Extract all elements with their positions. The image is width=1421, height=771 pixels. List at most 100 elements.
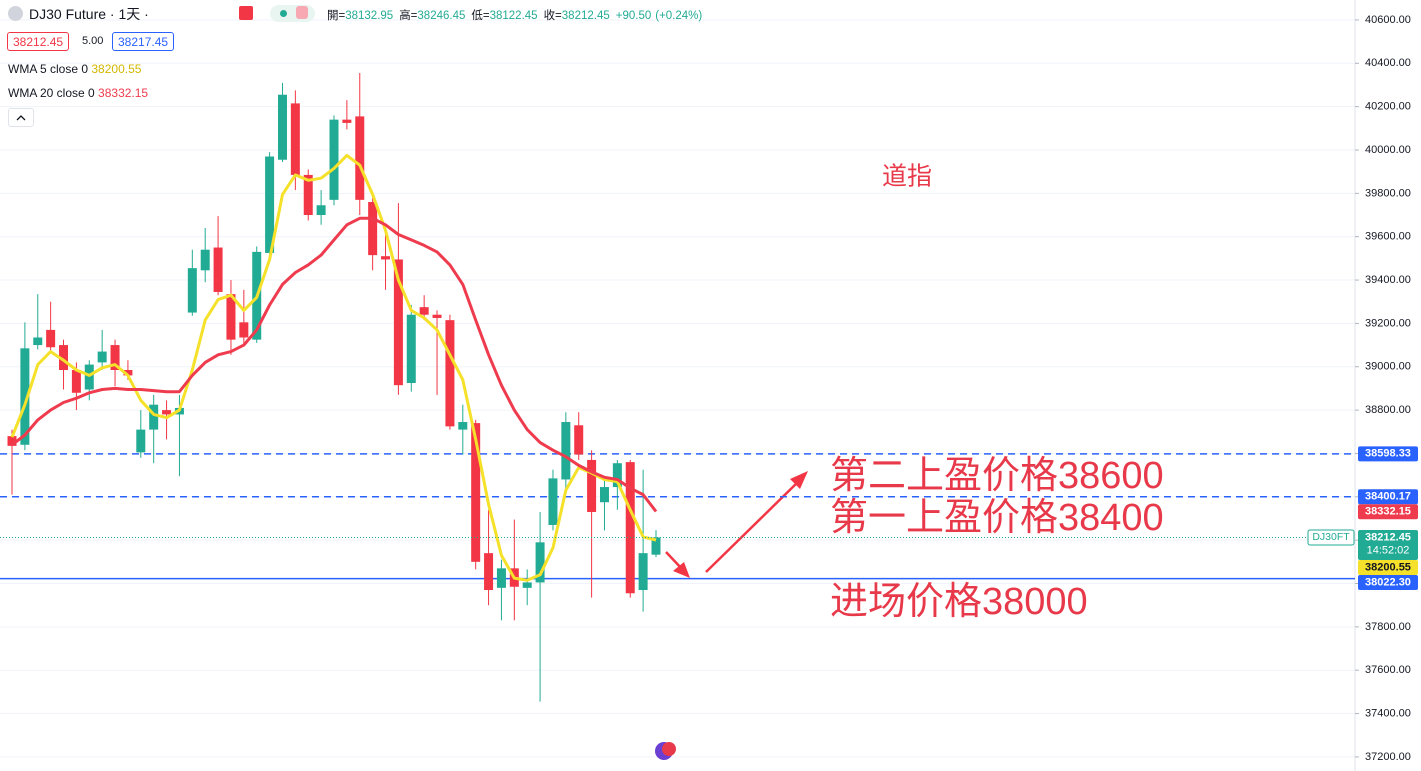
- ohlc-value: 38122.45: [489, 10, 538, 22]
- chevron: [16, 115, 26, 121]
- price-badge-label: 38200.55: [1365, 561, 1411, 573]
- candle-body: [638, 553, 648, 591]
- price-badge: [1358, 489, 1418, 505]
- y-tick-label: 39200.00: [1365, 317, 1411, 329]
- candle-body: [625, 462, 635, 594]
- bottom-icon: [655, 742, 676, 760]
- candle-body: [303, 174, 313, 216]
- candle-body: [187, 268, 197, 313]
- candle-body: [574, 425, 584, 455]
- candle-body: [290, 103, 300, 175]
- candle-body: [162, 410, 172, 415]
- y-tick-label: 39800.00: [1365, 187, 1411, 199]
- candle-body: [7, 436, 17, 446]
- price-badge-label: 38332.15: [1365, 506, 1411, 518]
- alert-icon[interactable]: [239, 6, 253, 20]
- ohlc-value: 38212.45: [561, 10, 610, 22]
- price-badge-label: 38400.17: [1365, 491, 1411, 503]
- candle-body: [368, 202, 378, 256]
- candle-body: [33, 337, 43, 346]
- candle-body: [393, 259, 403, 386]
- annotation: 道指: [882, 163, 932, 191]
- candle-body: [381, 256, 391, 260]
- grid: [0, 19, 1355, 758]
- candle-body: [213, 247, 223, 292]
- icon-flag: [662, 742, 676, 756]
- candle-body: [97, 351, 107, 363]
- price-badge: [1358, 574, 1418, 590]
- symbol-tag: DJ30FT: [1312, 531, 1350, 543]
- candle-body: [406, 314, 416, 384]
- y-tick-label: 40600.00: [1365, 14, 1411, 26]
- candle-body: [329, 119, 339, 200]
- candle-body: [84, 364, 94, 390]
- y-tick-label: 37800.00: [1365, 621, 1411, 633]
- candle-body: [342, 119, 352, 123]
- candle-body: [200, 249, 210, 271]
- candle-body: [355, 116, 365, 200]
- ohlc-value: 38132.95: [345, 10, 394, 22]
- y-tick-label: 40000.00: [1365, 144, 1411, 156]
- y-tick-label: 39400.00: [1365, 274, 1411, 286]
- price-badge: [1358, 529, 1418, 560]
- price-badge-label: 38212.45: [1365, 531, 1411, 543]
- y-tick-label: 39600.00: [1365, 231, 1411, 243]
- candle-body: [548, 478, 558, 525]
- price-badge: [1358, 446, 1418, 462]
- ohlc-legend: 開=38132.95 高=38246.45 低=38122.45 收=38212.45…: [327, 7, 708, 23]
- candle-body: [123, 370, 133, 376]
- candle-body: [484, 553, 494, 591]
- symbol-tag-bg: [1307, 529, 1355, 546]
- status-dot: [280, 10, 287, 17]
- symbol-title[interactable]: DJ30 Future · 1天 ·: [29, 6, 149, 22]
- indicator-line: [10, 153, 657, 582]
- candle-body: [651, 537, 661, 555]
- candle-body: [432, 314, 442, 318]
- candle-body: [458, 422, 468, 430]
- arrows: [665, 471, 808, 578]
- price-axis-panel: [1355, 0, 1421, 771]
- indicator-name: WMA 5 close 0: [8, 62, 89, 76]
- candle-body: [20, 348, 30, 445]
- candle-body: [59, 345, 69, 371]
- candle-body: [561, 422, 571, 480]
- arrow-line: [705, 479, 801, 573]
- collapse-button[interactable]: [8, 108, 34, 127]
- candle-body: [277, 94, 287, 160]
- price-badge: [1358, 559, 1418, 575]
- candle-body: [110, 345, 120, 371]
- candle-body: [419, 307, 429, 315]
- bid-box[interactable]: 38212.45: [7, 32, 70, 51]
- candle-body: [71, 370, 81, 393]
- candle-body: [149, 404, 159, 430]
- indicator-line: [11, 216, 658, 513]
- price-badge-label: 14:52:02: [1367, 544, 1410, 556]
- candle-body: [136, 429, 146, 453]
- candle-body: [471, 423, 481, 562]
- ohlc-value: 38246.45: [417, 10, 466, 22]
- ohlc-label: 低=: [471, 10, 490, 22]
- candle-body: [535, 542, 545, 583]
- indicator-legend[interactable]: WMA 5 close 0 38200.55: [8, 62, 141, 76]
- candle-body: [46, 329, 56, 348]
- candle-body: [316, 205, 326, 216]
- y-tick-label: 39000.00: [1365, 361, 1411, 373]
- symbol-logo: [8, 6, 23, 21]
- ask-box[interactable]: 38217.45: [112, 32, 175, 51]
- annotation: 进场价格38000: [830, 581, 1088, 623]
- candle-body: [226, 294, 236, 340]
- y-tick-label: 40400.00: [1365, 57, 1411, 69]
- status-pill[interactable]: [270, 5, 315, 22]
- candle-body: [612, 463, 622, 488]
- price-badge-label: 38598.33: [1365, 448, 1411, 460]
- price-badge-label: 38022.30: [1365, 576, 1411, 588]
- ohlc-label: 收=: [543, 10, 562, 22]
- change: +90.50: [615, 10, 652, 22]
- indicator-legend[interactable]: WMA 20 close 0 38332.15: [8, 86, 148, 100]
- change-pct: (+0.24%): [655, 10, 703, 22]
- indicator-value: 38200.55: [91, 62, 142, 76]
- annotation: 第二上盈价格38600: [830, 455, 1164, 497]
- candle-body: [445, 320, 455, 427]
- y-tick-label: 37200.00: [1365, 751, 1411, 763]
